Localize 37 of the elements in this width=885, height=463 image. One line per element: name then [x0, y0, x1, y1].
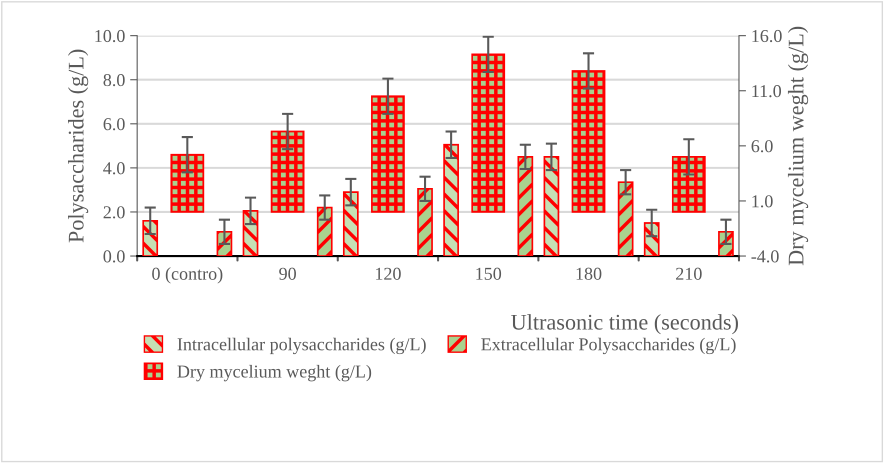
bar	[572, 70, 606, 213]
y2-tick-label: -4.0	[751, 250, 779, 263]
bar	[672, 156, 706, 213]
y-tick-label: 6.0	[104, 118, 125, 130]
bar	[242, 210, 258, 256]
bar	[443, 144, 459, 256]
bar	[170, 154, 204, 213]
bar	[371, 95, 405, 213]
y2-tick-label: 1.0	[752, 195, 773, 208]
legend-label: Extracellular Polysaccharides (g/L)	[481, 338, 736, 354]
bar	[316, 206, 333, 256]
y-tick-label: 8.0	[103, 74, 125, 86]
y-tick-label: 4.0	[103, 162, 125, 174]
x-tick-label: 210	[676, 268, 702, 280]
y2-axis-title: Dry mycelium weght (g/L)	[788, 26, 808, 266]
y2-tick-label: 6.0	[752, 140, 773, 152]
y-axis-title: Polysaccharides (g/L)	[68, 50, 88, 242]
y2-tick-label: 11.0	[752, 85, 782, 98]
x-tick-label: 90	[279, 268, 296, 280]
y2-tick-label: 16.0	[752, 30, 782, 42]
x-axis-title: Ultrasonic time (seconds)	[511, 314, 738, 334]
x-tick-label: 150	[476, 268, 502, 280]
bar	[471, 54, 506, 213]
bar	[342, 191, 359, 256]
bar	[270, 130, 305, 213]
x-tick-label: 0 (contro)	[152, 267, 222, 284]
y-tick-label: 10.0	[95, 30, 125, 42]
x-tick-label: 120	[376, 268, 401, 280]
legend-label: Intracellular polysaccharides (g/L)	[178, 338, 426, 354]
bar	[618, 181, 634, 256]
bar	[517, 156, 534, 256]
legend-label: Dry mycelium weght (g/L)	[177, 364, 372, 382]
y-tick-label: 0.0	[103, 250, 125, 263]
bar	[544, 156, 560, 256]
bar	[417, 188, 433, 256]
y-tick-label: 2.0	[104, 206, 125, 218]
x-tick-label: 180	[576, 268, 602, 280]
